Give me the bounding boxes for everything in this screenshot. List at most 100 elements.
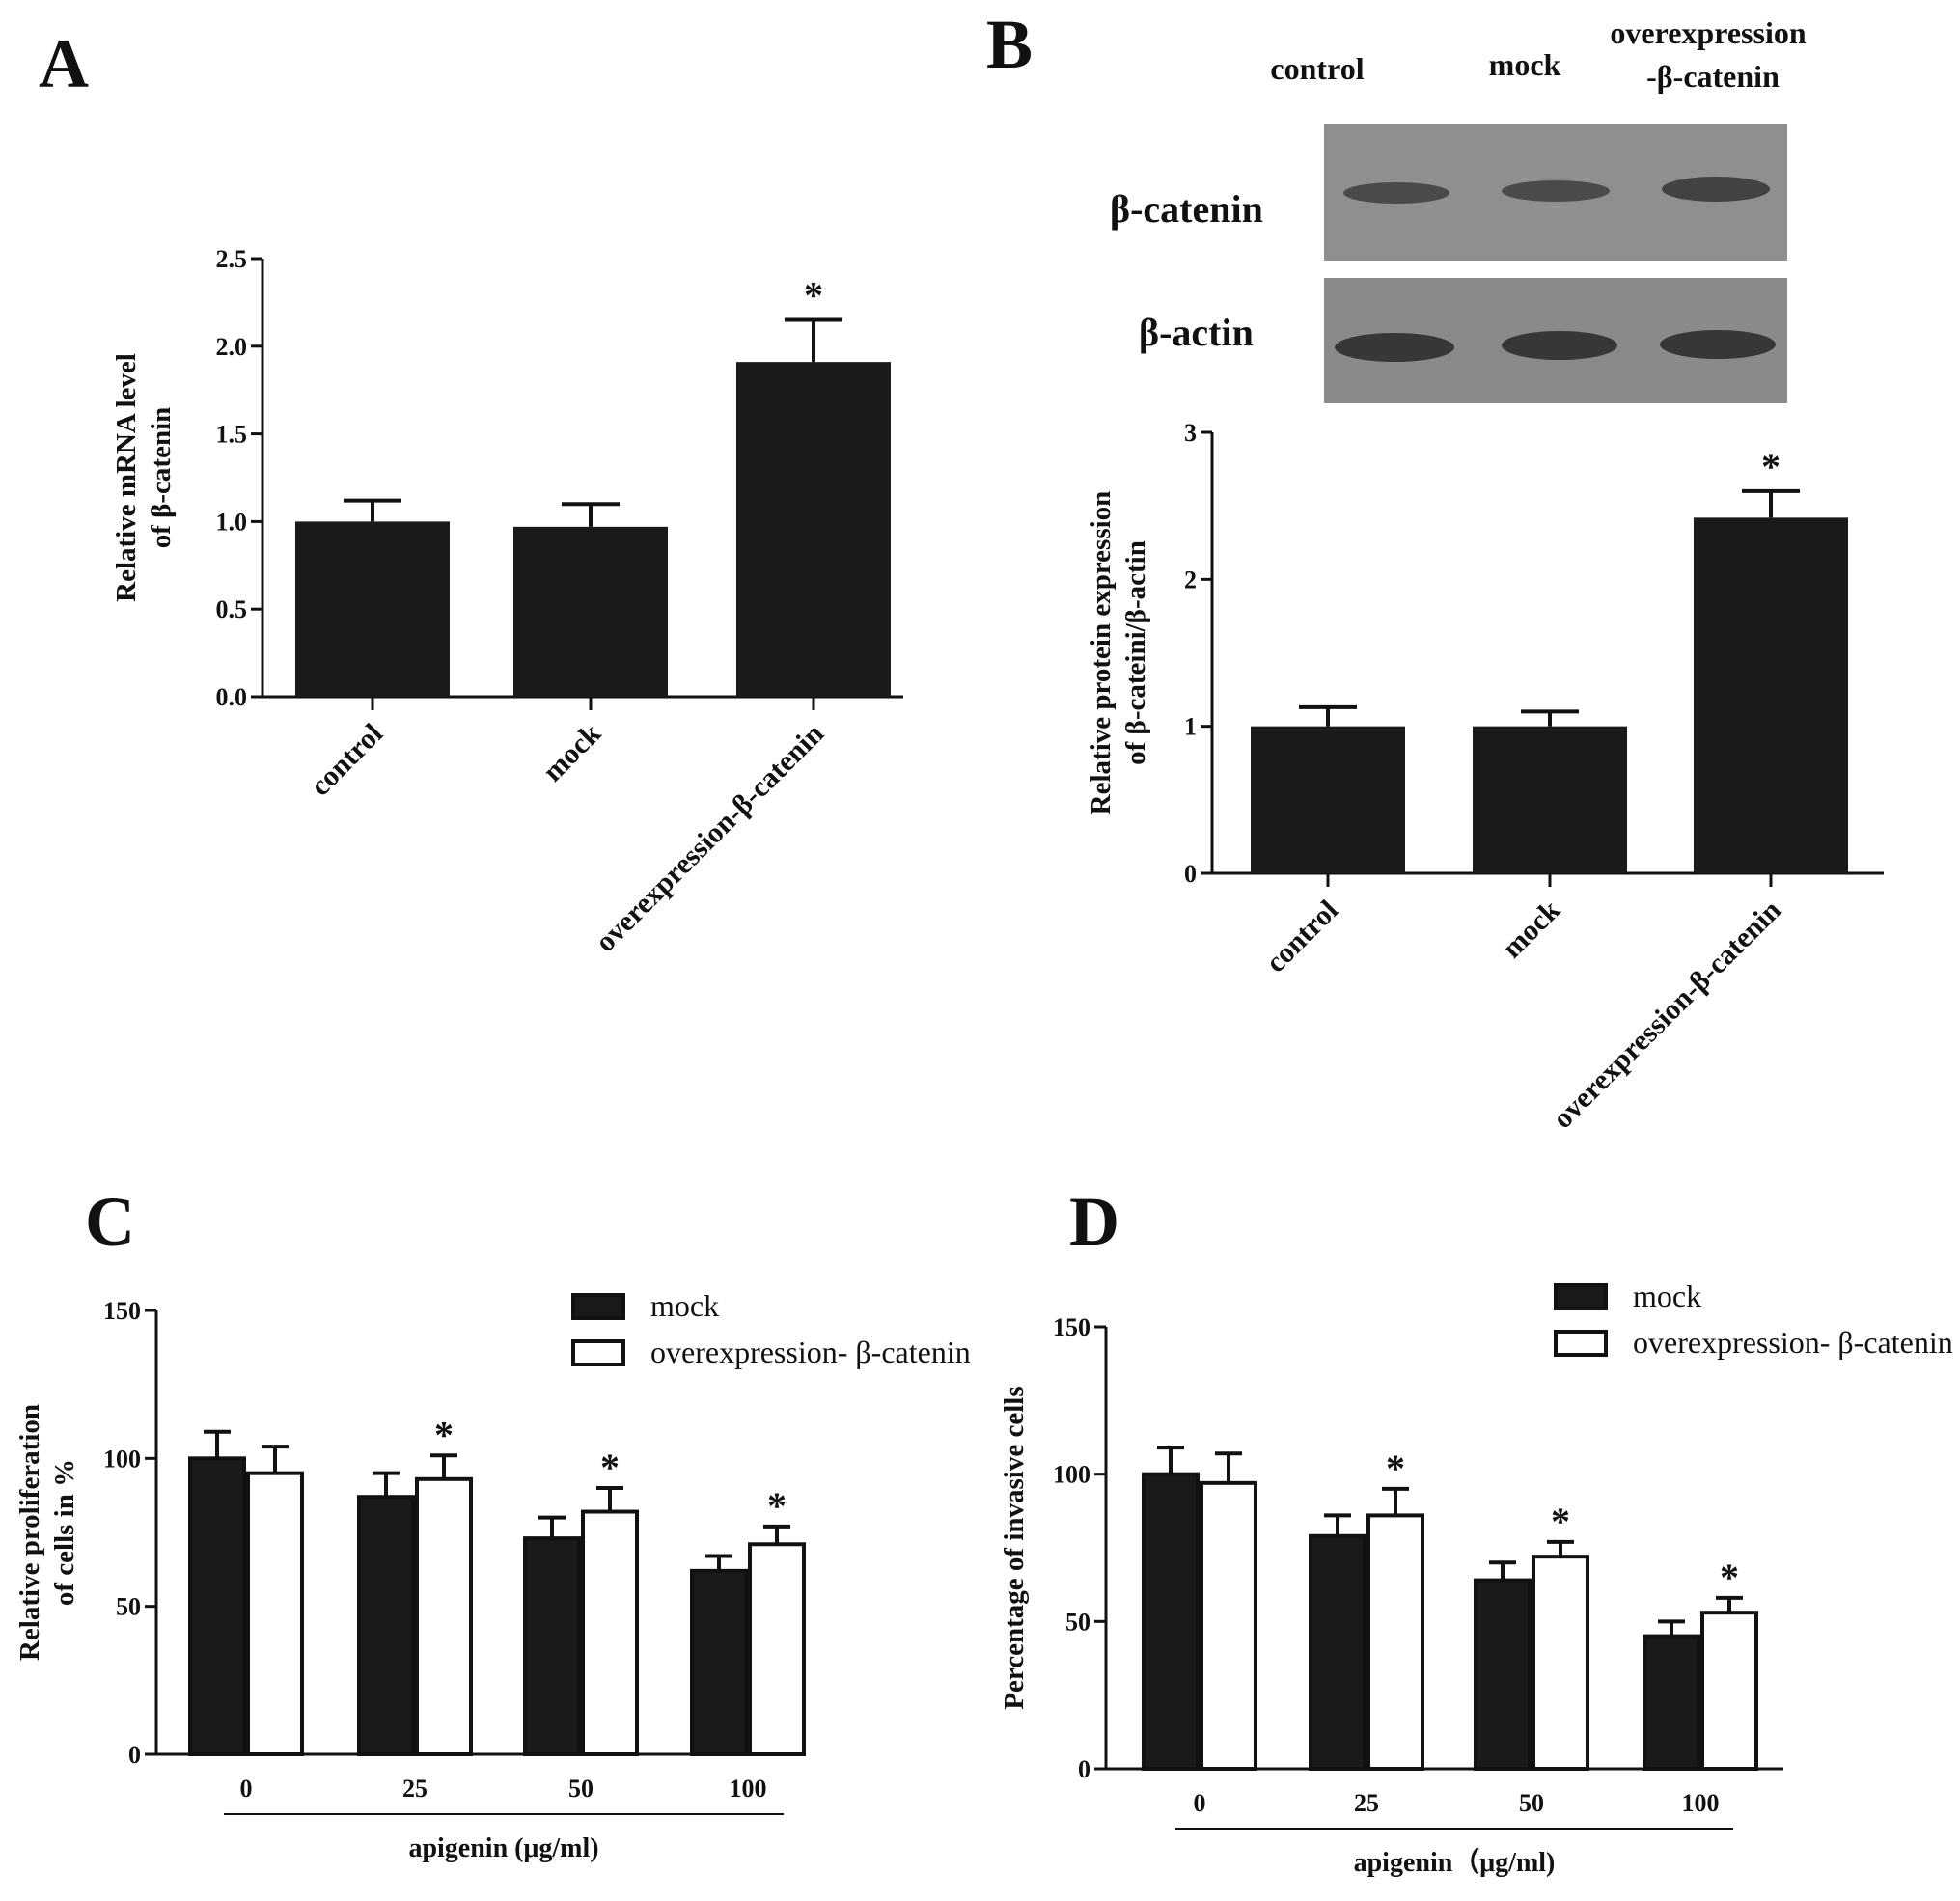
y-tick-label: 0.0 — [216, 683, 248, 711]
panel-c: C 0 50 100 150 Relative proliferation of cell… — [14, 1183, 971, 1863]
blot-band-catenin-mock — [1502, 180, 1610, 202]
bar-overexpression-100 — [748, 1542, 806, 1757]
x-tick-label: 25 — [1354, 1789, 1379, 1817]
blot-row-beta-catenin: β-catenin — [1110, 187, 1263, 231]
legend-label-overexpression: overexpression- β-catenin — [650, 1335, 971, 1369]
y-tick-label: 0 — [1184, 860, 1197, 888]
panel-b-letter: B — [986, 6, 1033, 83]
panel-a-chart: 0.0 0.5 1.0 1.5 2.0 2.5 Relative mRNA level of … — [111, 245, 903, 958]
y-tick-label: 1.5 — [216, 421, 248, 449]
x-tick-label: overexpression-β-catenin — [1547, 894, 1788, 1135]
blot-row-beta-actin: β-actin — [1139, 311, 1254, 354]
legend-swatch-overexpression — [571, 1339, 625, 1366]
significance-marker: * — [1386, 1446, 1405, 1490]
y-axis-label: Relative mRNA level — [111, 353, 142, 602]
y-tick-label: 0 — [128, 1741, 141, 1769]
y-axis-label: Relative proliferation — [14, 1404, 45, 1661]
x-tick-label: mock — [537, 717, 607, 787]
bar-mock-25 — [1309, 1533, 1366, 1771]
x-tick-label: 100 — [730, 1775, 767, 1803]
bar-overexpression-25 — [1366, 1513, 1424, 1771]
panel-c-chart: 0 50 100 150 Relative proliferation of cells … — [14, 1288, 971, 1863]
significance-marker: * — [1720, 1556, 1739, 1599]
y-tick-label: 2.5 — [216, 245, 248, 273]
blot-band-actin-mock — [1502, 331, 1617, 360]
bar-overexpression-β-catenin — [736, 362, 891, 697]
western-blot: control mock overexpression -β-catenin β… — [1110, 15, 1807, 403]
significance-marker: * — [1761, 445, 1781, 488]
bar-mock — [1473, 726, 1627, 873]
x-tick-label: 50 — [568, 1775, 594, 1803]
bar-mock-0 — [188, 1456, 246, 1757]
panel-d-letter: D — [1069, 1183, 1119, 1260]
x-axis-label: apigenin (μg/ml) — [408, 1833, 598, 1863]
significance-marker: * — [804, 274, 823, 317]
y-axis-label: of β-cateini/β-actin — [1120, 540, 1151, 765]
panel-b-chart: 0 1 2 3 Relative protein expression of β-cate… — [1086, 419, 1884, 1135]
x-tick-label: control — [1259, 895, 1344, 979]
blot-lane-overexpression: overexpression — [1610, 15, 1806, 50]
y-tick-label: 2.0 — [216, 333, 248, 361]
x-tick-label: 0 — [240, 1775, 253, 1803]
x-tick-label: 25 — [402, 1775, 428, 1803]
y-tick-label: 1.0 — [216, 508, 248, 536]
bar-control — [1251, 726, 1405, 873]
bar-overexpression-100 — [1700, 1611, 1758, 1771]
y-tick-label: 100 — [103, 1445, 141, 1473]
y-tick-label: 150 — [103, 1297, 141, 1325]
blot-band-actin-control — [1335, 333, 1454, 362]
bar-mock-50 — [1474, 1578, 1532, 1771]
y-tick-label: 50 — [1065, 1608, 1090, 1636]
y-axis-label: Relative protein expression — [1086, 491, 1117, 815]
significance-marker: * — [600, 1446, 620, 1489]
blot-lane-control: control — [1270, 51, 1364, 86]
significance-marker: * — [767, 1484, 787, 1528]
y-axis-label: of β-catenin — [146, 407, 177, 549]
legend-label-mock: mock — [650, 1288, 719, 1323]
bar-overexpression-50 — [1532, 1555, 1589, 1772]
bar-overexpression-0 — [246, 1471, 304, 1756]
y-axis-label: Percentage of invasive cells — [999, 1386, 1030, 1709]
panel-c-letter: C — [85, 1183, 135, 1260]
bar-overexpression-50 — [581, 1509, 639, 1756]
blot-lane-mock: mock — [1489, 47, 1561, 82]
bar-overexpression-β-catenin — [1694, 517, 1848, 873]
legend-label-overexpression: overexpression- β-catenin — [1633, 1325, 1953, 1360]
panel-b: B control mock overexpression -β-catenin… — [986, 6, 1884, 1135]
legend-swatch-overexpression — [1554, 1330, 1608, 1357]
y-axis-label: of cells in % — [49, 1459, 80, 1606]
x-tick-label: mock — [1496, 894, 1566, 964]
x-tick-label: 0 — [1194, 1789, 1206, 1817]
x-tick-label: control — [304, 718, 389, 803]
panel-a-letter: A — [39, 25, 89, 102]
legend-label-mock: mock — [1633, 1279, 1701, 1313]
blot-band-catenin-overexpression — [1662, 177, 1770, 202]
x-tick-label: 50 — [1519, 1789, 1544, 1817]
bar-mock-100 — [690, 1568, 748, 1757]
bar-overexpression-0 — [1200, 1480, 1257, 1771]
bar-control — [295, 521, 450, 697]
y-tick-label: 0 — [1078, 1755, 1090, 1783]
legend-swatch-mock — [571, 1293, 625, 1320]
y-tick-label: 150 — [1053, 1313, 1090, 1341]
legend-swatch-mock — [1554, 1283, 1608, 1310]
bar-mock-50 — [523, 1536, 581, 1756]
bar-mock-25 — [357, 1495, 415, 1756]
blot-lane-overexpression-2: -β-catenin — [1646, 59, 1780, 94]
y-tick-label: 1 — [1184, 713, 1197, 741]
significance-marker: * — [434, 1413, 454, 1456]
y-tick-label: 50 — [116, 1593, 141, 1621]
panel-d-chart: 0 50 100 150 Percentage of invasive cells 0 * 2… — [999, 1279, 1953, 1878]
blot-band-catenin-control — [1343, 182, 1449, 204]
significance-marker: * — [1551, 1500, 1570, 1543]
panel-a: A 0.0 0.5 1.0 1.5 2.0 2.5 Relative mRNA level o… — [39, 25, 903, 958]
x-axis-label: apigenin（μg/ml) — [1354, 1846, 1556, 1878]
y-tick-label: 100 — [1053, 1461, 1090, 1489]
y-tick-label: 0.5 — [216, 595, 248, 623]
y-tick-label: 2 — [1184, 565, 1197, 593]
bar-overexpression-25 — [415, 1476, 473, 1757]
blot-band-actin-overexpression — [1660, 330, 1776, 359]
bar-mock-100 — [1643, 1634, 1700, 1771]
